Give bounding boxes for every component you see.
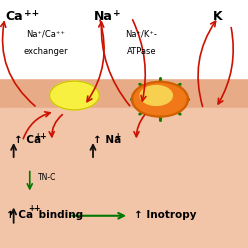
Text: TN-C: TN-C — [38, 173, 57, 182]
Text: ↑ Inotropy: ↑ Inotropy — [134, 210, 196, 219]
Ellipse shape — [140, 86, 172, 105]
Text: ↑ Na: ↑ Na — [93, 135, 121, 145]
Ellipse shape — [50, 81, 99, 110]
Text: K: K — [213, 10, 223, 23]
Text: ++: ++ — [35, 132, 47, 141]
Bar — [0, 108, 248, 248]
Text: binding: binding — [35, 210, 83, 219]
Text: Na⁺/Ca⁺⁺: Na⁺/Ca⁺⁺ — [27, 30, 65, 39]
Text: +: + — [113, 9, 121, 18]
Text: Ca: Ca — [5, 10, 23, 23]
Ellipse shape — [134, 84, 186, 115]
Text: ATPase: ATPase — [126, 47, 156, 56]
Text: exchanger: exchanger — [24, 47, 68, 56]
Text: ++: ++ — [24, 9, 39, 18]
Text: ++: ++ — [29, 204, 41, 213]
Text: +: + — [114, 132, 120, 141]
Text: Na⁺/K⁺-: Na⁺/K⁺- — [125, 30, 157, 39]
Bar — [0, 76, 248, 248]
FancyBboxPatch shape — [0, 62, 248, 124]
Text: ↑ Ca: ↑ Ca — [6, 210, 33, 219]
Bar — [0, 0, 248, 78]
Text: Na: Na — [94, 10, 113, 23]
Ellipse shape — [131, 81, 188, 117]
Bar — [0, 0, 248, 110]
Text: ↑ Ca: ↑ Ca — [14, 135, 41, 145]
